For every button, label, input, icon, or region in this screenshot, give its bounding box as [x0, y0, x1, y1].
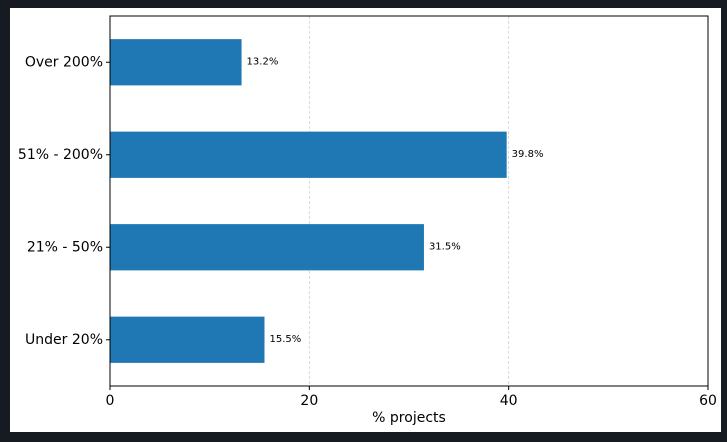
y-tick-label: Under 20%: [25, 332, 103, 348]
bar-value-label: 13.2%: [247, 56, 279, 67]
bars: [110, 39, 507, 363]
bar: [110, 316, 265, 363]
x-axis-ticks: 0 20 40 60: [106, 386, 717, 409]
bar-chart: 15.5% 31.5% 39.8% 13.2% Under 20% 21% - 50% 5…: [18, 15, 717, 426]
bar: [110, 131, 507, 178]
chart-figure: 15.5% 31.5% 39.8% 13.2% Under 20% 21% - 50% 5…: [10, 8, 721, 432]
grid-lines: [308, 16, 510, 386]
y-tick-label: 21% - 50%: [27, 239, 103, 255]
x-axis-title: % projects: [372, 410, 446, 426]
bar: [110, 39, 242, 86]
x-tick-label: 20: [300, 393, 318, 409]
bar-value-label: 39.8%: [512, 149, 544, 160]
bar-value-label: 31.5%: [429, 241, 461, 252]
y-tick-label: Over 200%: [25, 54, 103, 70]
y-tick-label: 51% - 200%: [18, 147, 103, 163]
x-tick-label: 40: [500, 393, 518, 409]
bar: [110, 224, 424, 271]
plot-frame: [109, 15, 709, 387]
data-labels: 15.5% 31.5% 39.8% 13.2%: [247, 56, 544, 345]
y-axis-ticks: Under 20% 21% - 50% 51% - 200% Over 200%: [18, 54, 110, 348]
bar-value-label: 15.5%: [269, 334, 301, 345]
x-tick-label: 60: [699, 393, 717, 409]
x-tick-label: 0: [106, 393, 115, 409]
